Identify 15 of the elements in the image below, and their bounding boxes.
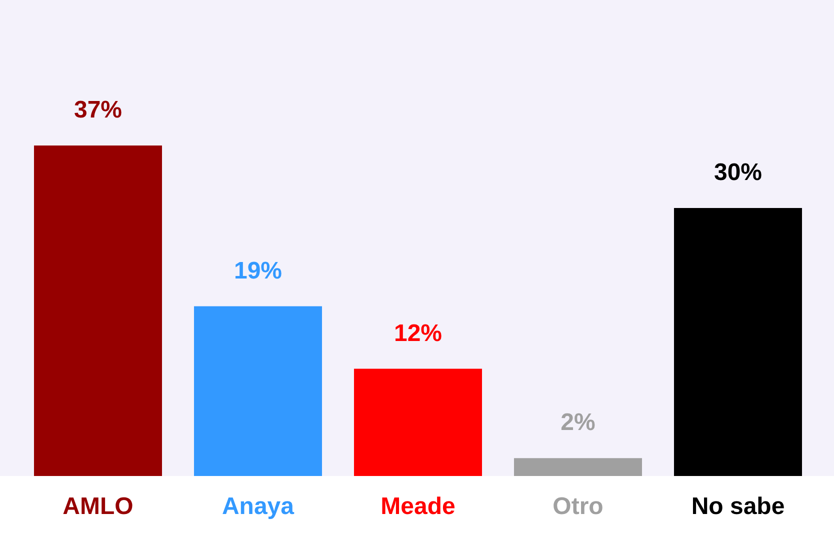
bar [354, 368, 482, 476]
bar [34, 145, 162, 476]
x-tick-label: Meade [380, 493, 456, 520]
bar [194, 306, 322, 476]
data-label: 30% [714, 158, 762, 186]
bar [674, 208, 802, 476]
bar [514, 458, 642, 476]
x-tick-label: No sabe [691, 493, 785, 520]
data-label: 37% [74, 96, 122, 124]
x-tick-label: Otro [552, 493, 604, 520]
data-label: 19% [234, 257, 282, 284]
x-tick-label: Anaya [222, 493, 295, 520]
data-label: 2% [560, 409, 596, 436]
x-tick-label: AMLO [62, 493, 134, 520]
data-label: 12% [394, 320, 442, 347]
